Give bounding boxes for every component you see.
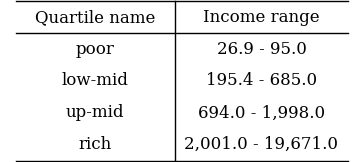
Text: 195.4 - 685.0: 195.4 - 685.0 [206, 73, 317, 89]
Text: Income range: Income range [203, 9, 320, 26]
Text: 694.0 - 1,998.0: 694.0 - 1,998.0 [198, 104, 325, 121]
Text: 2,001.0 - 19,671.0: 2,001.0 - 19,671.0 [185, 136, 339, 153]
Text: 26.9 - 95.0: 26.9 - 95.0 [217, 41, 306, 58]
Text: Quartile name: Quartile name [35, 9, 155, 26]
Text: up-mid: up-mid [66, 104, 124, 121]
Text: low-mid: low-mid [62, 73, 129, 89]
Text: poor: poor [76, 41, 115, 58]
Text: rich: rich [79, 136, 112, 153]
